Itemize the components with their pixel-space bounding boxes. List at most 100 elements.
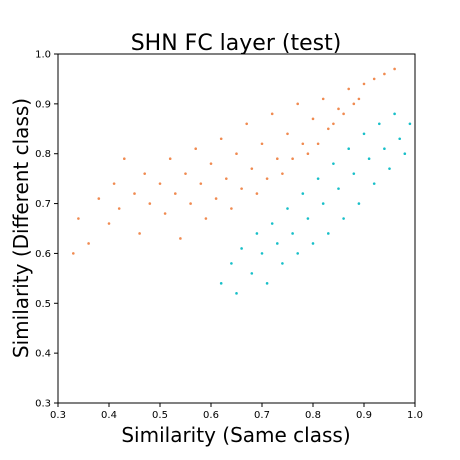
y-tick-label: 0.7 — [35, 199, 51, 210]
point-same-above — [347, 147, 351, 151]
point-same-above — [260, 252, 264, 255]
point-different-above — [383, 72, 386, 76]
point-same-above — [235, 292, 238, 295]
point-different-above — [306, 152, 310, 156]
x-tick-label: 0.7 — [254, 410, 270, 421]
point-different-above — [179, 237, 182, 240]
point-different-above — [260, 142, 264, 146]
y-axis-label: Similarity (Different class) — [9, 98, 33, 358]
point-same-above — [296, 252, 300, 255]
point-different-above — [291, 157, 294, 160]
point-different-above — [245, 122, 248, 126]
point-same-above — [362, 132, 366, 136]
point-different-above — [276, 157, 279, 160]
point-same-above — [281, 262, 284, 265]
point-same-above — [286, 207, 289, 210]
point-same-above — [403, 152, 407, 156]
point-different-above — [321, 97, 325, 101]
point-different-above — [347, 87, 351, 91]
point-different-above — [163, 212, 167, 215]
point-same-above — [357, 202, 361, 205]
x-tick-label: 0.4 — [101, 410, 117, 421]
point-same-above — [270, 222, 274, 225]
point-different-above — [357, 97, 361, 101]
y-tick-label: 1.0 — [35, 50, 51, 61]
point-different-above — [316, 142, 320, 146]
point-same-above — [301, 192, 305, 195]
point-different-above — [296, 102, 300, 106]
x-tick-label: 0.3 — [50, 410, 66, 421]
y-tick-label: 0.8 — [35, 149, 51, 160]
point-same-above — [378, 122, 381, 126]
point-same-above — [367, 157, 371, 160]
x-tick-label: 0.6 — [203, 410, 219, 421]
point-different-above — [225, 177, 228, 180]
point-different-above — [342, 112, 345, 116]
point-different-above — [214, 197, 218, 200]
point-different-above — [112, 182, 116, 185]
point-different-above — [204, 217, 208, 220]
point-same-above — [393, 112, 396, 116]
point-different-above — [230, 207, 233, 210]
point-different-above — [327, 127, 330, 131]
point-same-above — [276, 242, 279, 245]
point-different-above — [372, 77, 376, 81]
point-same-above — [352, 172, 356, 175]
point-different-above — [332, 122, 335, 126]
point-different-above — [133, 192, 136, 195]
point-same-above — [337, 187, 340, 190]
point-same-above — [327, 232, 330, 235]
point-different-above — [174, 192, 177, 195]
x-axis-ticks: 0.3 0.4 0.5 0.6 0.7 0.8 0.9 1.0 — [50, 403, 423, 421]
point-same-above — [388, 167, 391, 170]
point-different-above — [97, 197, 101, 200]
point-different-above — [107, 222, 111, 225]
point-different-above — [311, 117, 315, 121]
x-axis-label: Similarity (Same class) — [121, 423, 350, 447]
point-same-above — [408, 122, 412, 126]
point-different-above — [352, 102, 356, 106]
point-same-above — [372, 182, 376, 185]
point-same-above — [240, 247, 243, 250]
point-different-above — [281, 172, 284, 175]
point-different-above — [72, 252, 75, 255]
point-same-above — [342, 217, 345, 220]
chart-title: SHN FC layer (test) — [131, 31, 342, 56]
y-tick-label: 0.5 — [35, 299, 51, 310]
x-tick-label: 0.8 — [305, 410, 321, 421]
point-different-above — [209, 162, 213, 165]
point-different-above — [189, 202, 192, 205]
point-same-above — [291, 232, 294, 235]
plot-area — [57, 53, 416, 404]
point-different-above — [219, 137, 223, 141]
point-different-above — [270, 112, 274, 116]
point-same-above — [311, 242, 315, 245]
point-different-above — [148, 202, 152, 205]
y-tick-label: 0.9 — [35, 99, 51, 110]
point-same-above — [230, 262, 233, 265]
point-same-above — [306, 217, 310, 220]
point-same-above — [265, 282, 269, 285]
x-tick-label: 1.0 — [407, 410, 423, 421]
point-same-above — [250, 272, 254, 275]
point-different-above — [250, 167, 254, 170]
point-different-above — [199, 182, 203, 185]
point-same-above — [255, 232, 259, 235]
point-same-above — [383, 147, 386, 151]
point-same-above — [398, 137, 402, 141]
point-different-above — [255, 192, 259, 195]
point-different-above — [301, 142, 305, 146]
x-tick-label: 0.9 — [356, 410, 372, 421]
point-same-above — [316, 177, 320, 180]
point-different-above — [235, 152, 238, 156]
data-points — [72, 67, 412, 295]
x-tick-label: 0.5 — [152, 410, 168, 421]
point-different-above — [123, 157, 126, 160]
point-different-above — [87, 242, 90, 245]
point-different-above — [240, 187, 243, 190]
point-different-above — [117, 207, 121, 210]
point-same-above — [219, 282, 223, 285]
point-same-above — [332, 162, 335, 165]
point-different-above — [286, 132, 289, 136]
